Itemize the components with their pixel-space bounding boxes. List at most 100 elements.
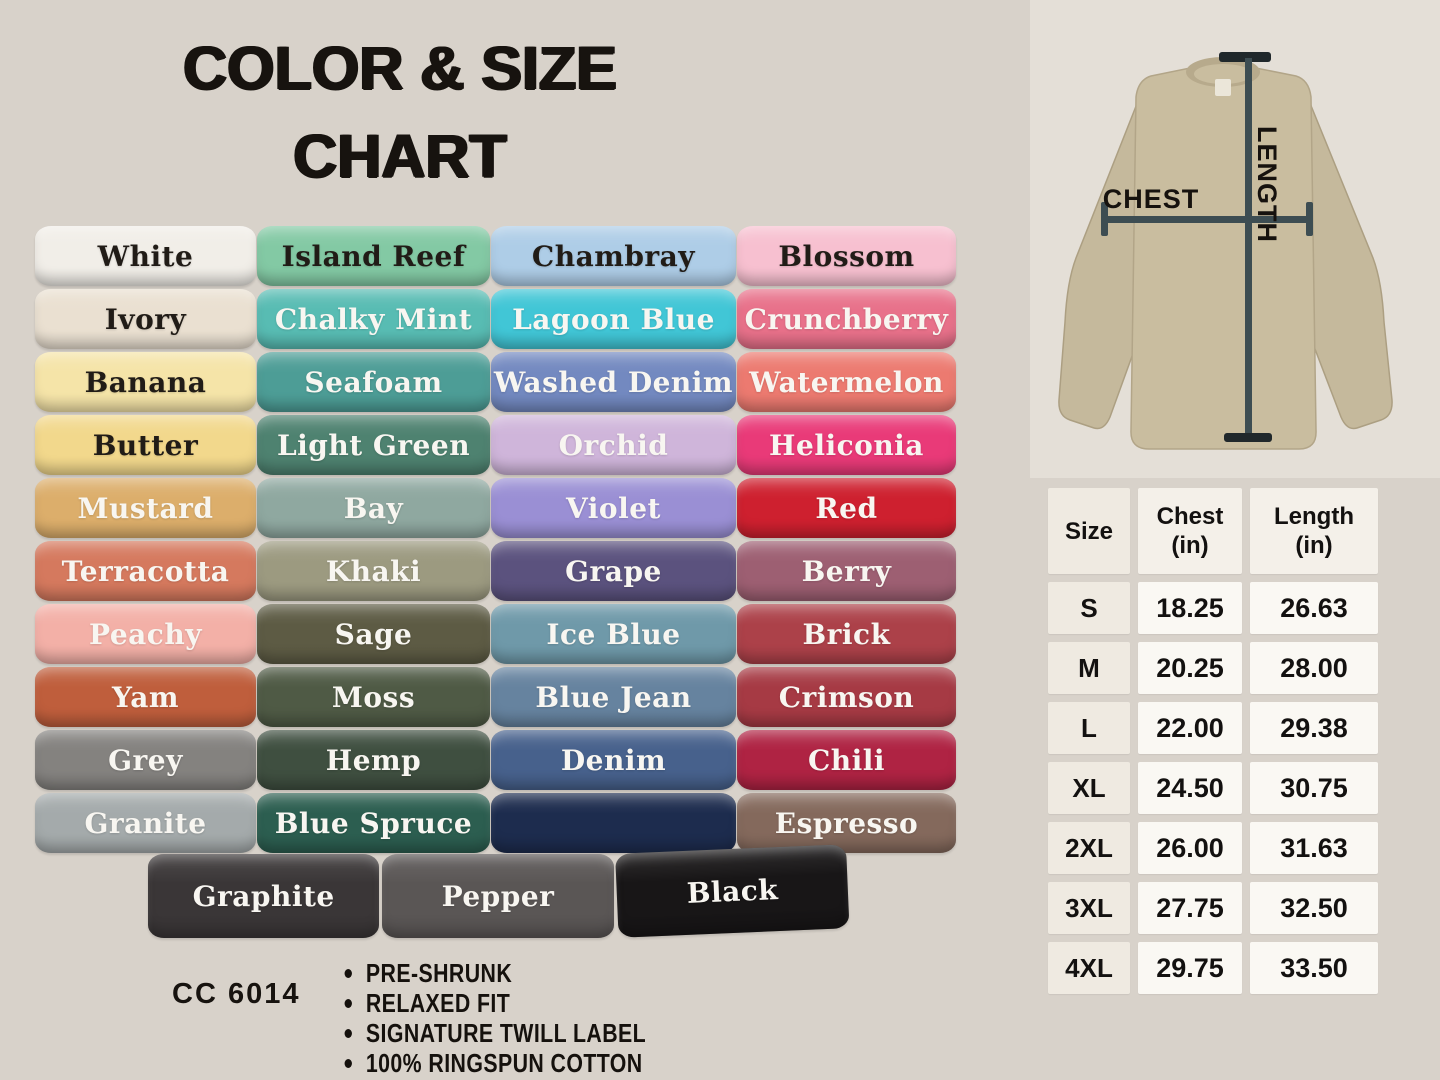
color-swatch-peachy: Peachy	[35, 604, 256, 664]
color-swatch-blossom: Blossom	[737, 226, 956, 286]
color-swatch-blue-jean: Blue Jean	[491, 667, 736, 727]
color-name-label: Ivory	[104, 302, 187, 336]
color-swatch-espresso: Espresso	[737, 793, 956, 853]
color-name-label: Khaki	[325, 554, 422, 588]
color-name-label: Crimson	[778, 680, 915, 714]
color-name-label: Mustard	[77, 491, 214, 525]
neck-tag	[1215, 79, 1231, 96]
color-name-label: Denim	[560, 743, 667, 777]
length-line	[1245, 58, 1252, 439]
size-table-header-length-in-: Length (in)	[1250, 488, 1378, 574]
color-swatch-violet: Violet	[491, 478, 736, 538]
size-table-value-cell: 32.50	[1250, 882, 1378, 934]
color-swatch-pepper: Pepper	[382, 854, 614, 938]
collar-opening	[1194, 64, 1252, 84]
color-name-label: Washed Denim	[493, 365, 734, 399]
color-swatch-chambray: Chambray	[491, 226, 736, 286]
color-name-label: Red	[815, 491, 878, 525]
color-swatch-black: Black	[614, 844, 850, 938]
length-line-top-cap	[1219, 52, 1271, 62]
shirt-body	[1130, 67, 1317, 450]
chest-line	[1104, 216, 1310, 223]
color-name-label: Yam	[111, 680, 180, 714]
color-name-label: Bay	[343, 491, 404, 525]
color-name-label: Chalky Mint	[274, 302, 473, 336]
color-name-label: Ice Blue	[546, 617, 681, 651]
size-table-size-cell: 3XL	[1048, 882, 1130, 934]
size-table-value-cell: 27.75	[1138, 882, 1242, 934]
size-table-header-size: Size	[1048, 488, 1130, 574]
color-swatch-sage: Sage	[257, 604, 490, 664]
size-table-header-chest-in-: Chest (in)	[1138, 488, 1242, 574]
color-swatch-washed-denim: Washed Denim	[491, 352, 736, 412]
color-name-label: Light Green	[276, 428, 471, 462]
product-code: CC 6014	[172, 978, 301, 1010]
color-name-label: Brick	[802, 617, 891, 651]
color-name-label: Lagoon Blue	[512, 302, 715, 336]
color-swatch-grape: Grape	[491, 541, 736, 601]
color-name-label: Hemp	[325, 743, 422, 777]
size-table-value-cell: 26.63	[1250, 582, 1378, 634]
color-name-label: Grape	[565, 554, 662, 588]
color-swatch-denim: Denim	[491, 730, 736, 790]
color-swatch-hemp: Hemp	[257, 730, 490, 790]
chest-line-right-cap	[1306, 202, 1313, 236]
size-table-value-cell: 31.63	[1250, 822, 1378, 874]
color-name-label: Blossom	[778, 239, 915, 273]
color-name-label: Heliconia	[769, 428, 924, 462]
color-swatch-unnamed	[491, 793, 736, 853]
color-swatch-ice-blue: Ice Blue	[491, 604, 736, 664]
color-name-label: Blue Jean	[535, 680, 692, 714]
color-name-label: Moss	[331, 680, 416, 714]
color-swatch-granite: Granite	[35, 793, 256, 853]
size-table-size-cell: 2XL	[1048, 822, 1130, 874]
color-swatch-graphite: Graphite	[148, 854, 380, 938]
color-name-label: Chili	[807, 743, 886, 777]
color-swatch-red: Red	[737, 478, 956, 538]
size-table-size-cell: S	[1048, 582, 1130, 634]
size-table-value-cell: 33.50	[1250, 942, 1378, 994]
feature-item: SIGNATURE TWILL LABEL	[338, 1018, 646, 1048]
chest-label: CHEST	[1103, 184, 1200, 214]
color-swatch-yam: Yam	[35, 667, 256, 727]
color-name-label: Chambray	[531, 239, 696, 273]
color-swatch-watermelon: Watermelon	[737, 352, 956, 412]
color-swatch-chili: Chili	[737, 730, 956, 790]
color-swatch-ivory: Ivory	[35, 289, 256, 349]
color-swatch-crimson: Crimson	[737, 667, 956, 727]
color-swatch-bay: Bay	[257, 478, 490, 538]
size-table-value-cell: 18.25	[1138, 582, 1242, 634]
color-name-label: Graphite	[192, 879, 335, 913]
color-swatch-white: White	[35, 226, 256, 286]
long-sleeve-shirt-illustration: CHEST LENGTH	[1058, 52, 1393, 450]
length-label: LENGTH	[1252, 126, 1282, 243]
color-swatch-island-reef: Island Reef	[257, 226, 490, 286]
color-swatch-blue-spruce: Blue Spruce	[257, 793, 490, 853]
size-table-size-cell: L	[1048, 702, 1130, 754]
size-table-value-cell: 26.00	[1138, 822, 1242, 874]
size-table-value-cell: 29.38	[1250, 702, 1378, 754]
size-table-value-cell: 29.75	[1138, 942, 1242, 994]
color-name-label: Grey	[108, 743, 183, 777]
color-swatch-butter: Butter	[35, 415, 256, 475]
color-name-label: Pepper	[441, 879, 555, 913]
size-table-value-cell: 30.75	[1250, 762, 1378, 814]
color-name-label: Sage	[334, 617, 413, 651]
color-swatch-lagoon-blue: Lagoon Blue	[491, 289, 736, 349]
size-table-size-cell: 4XL	[1048, 942, 1130, 994]
color-name-label: Espresso	[774, 806, 919, 840]
color-swatch-light-green: Light Green	[257, 415, 490, 475]
color-name-label: Island Reef	[281, 239, 466, 273]
color-swatch-grid: White Island Reef Chambray Blossom Ivory Chal…	[35, 226, 957, 856]
color-name-label: Crunchberry	[744, 302, 949, 336]
size-table-value-cell: 28.00	[1250, 642, 1378, 694]
color-name-label: Black	[685, 872, 779, 910]
color-swatch-berry: Berry	[737, 541, 956, 601]
color-name-label: Blue Spruce	[274, 806, 473, 840]
color-name-label: Orchid	[558, 428, 669, 462]
color-name-label: Peachy	[89, 617, 202, 651]
length-line-bottom-cap	[1224, 433, 1272, 442]
color-swatch-brick: Brick	[737, 604, 956, 664]
color-swatch-bottom-row: Graphite Pepper Black	[148, 844, 850, 938]
